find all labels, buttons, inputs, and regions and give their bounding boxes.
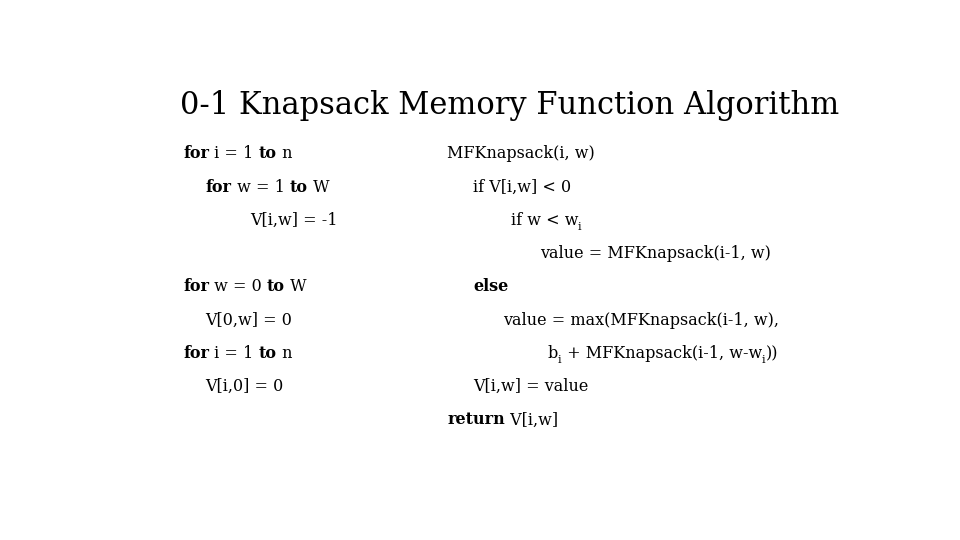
Text: V[i,w]: V[i,w] <box>505 411 558 428</box>
Text: V[i,w] = value: V[i,w] = value <box>473 378 588 395</box>
Text: to: to <box>267 279 285 295</box>
Text: V[0,w] = 0: V[0,w] = 0 <box>205 312 293 329</box>
Text: n: n <box>276 345 292 362</box>
Text: W: W <box>285 279 307 295</box>
Text: to: to <box>258 145 276 163</box>
Text: to: to <box>258 345 276 362</box>
Text: for: for <box>183 345 209 362</box>
Text: for: for <box>183 145 209 163</box>
Text: )): )) <box>765 345 778 362</box>
Text: value = max(MFKnapsack(i-1, w),: value = max(MFKnapsack(i-1, w), <box>503 312 780 329</box>
Text: 0-1 Knapsack Memory Function Algorithm: 0-1 Knapsack Memory Function Algorithm <box>180 90 839 121</box>
Text: for: for <box>205 179 231 195</box>
Text: V[i,w] = -1: V[i,w] = -1 <box>251 212 338 229</box>
Text: value = MFKnapsack(i-1, w): value = MFKnapsack(i-1, w) <box>540 245 771 262</box>
Text: w = 0: w = 0 <box>209 279 267 295</box>
Text: for: for <box>183 279 209 295</box>
Text: w = 1: w = 1 <box>231 179 290 195</box>
Text: if w < w: if w < w <box>511 212 578 229</box>
Text: V[i,0] = 0: V[i,0] = 0 <box>205 378 284 395</box>
Text: i = 1: i = 1 <box>209 145 258 163</box>
Text: if V[i,w] < 0: if V[i,w] < 0 <box>473 179 571 195</box>
Text: i = 1: i = 1 <box>209 345 258 362</box>
Text: to: to <box>290 179 307 195</box>
Text: else: else <box>473 279 509 295</box>
Text: W: W <box>307 179 329 195</box>
Text: i: i <box>578 222 582 232</box>
Text: MFKnapsack(i, w): MFKnapsack(i, w) <box>447 145 595 163</box>
Text: i: i <box>762 355 765 366</box>
Text: + MFKnapsack(i-1, w-w: + MFKnapsack(i-1, w-w <box>562 345 762 362</box>
Text: b: b <box>548 345 558 362</box>
Text: n: n <box>276 145 292 163</box>
Text: i: i <box>558 355 562 366</box>
Text: return: return <box>447 411 505 428</box>
